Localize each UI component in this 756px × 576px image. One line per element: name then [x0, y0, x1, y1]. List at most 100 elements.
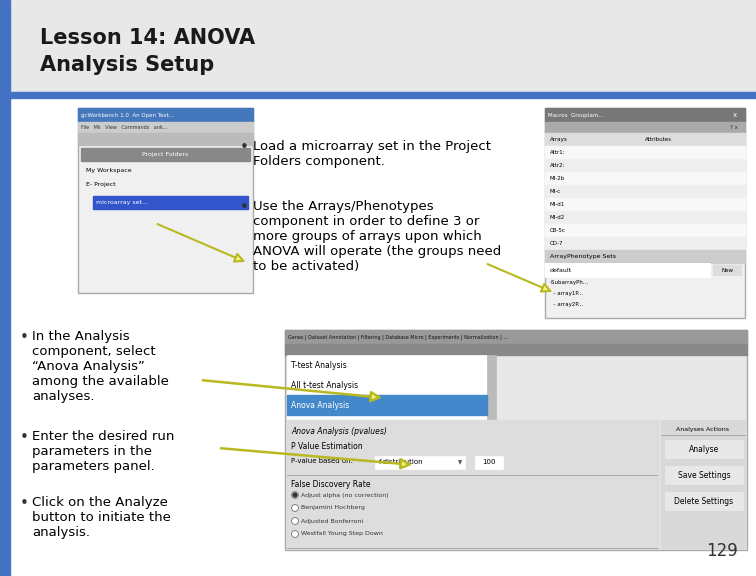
Bar — [545, 108, 745, 318]
Text: “Anova Analysis”: “Anova Analysis” — [32, 360, 145, 373]
Text: to be activated): to be activated) — [253, 260, 359, 273]
Text: Anova Analysis (pvalues): Anova Analysis (pvalues) — [291, 427, 387, 436]
Text: parameters in the: parameters in the — [32, 445, 152, 458]
Bar — [545, 237, 745, 250]
Text: Attr1:: Attr1: — [550, 150, 565, 155]
Circle shape — [292, 530, 299, 537]
Text: P-value based on:: P-value based on: — [291, 458, 353, 464]
Text: False Discovery Rate: False Discovery Rate — [291, 480, 370, 489]
Bar — [475, 456, 503, 469]
Bar — [0, 0, 10, 576]
Bar — [287, 420, 659, 548]
Text: MI-d2: MI-d2 — [550, 215, 565, 220]
Text: P Value Estimation: P Value Estimation — [291, 442, 363, 451]
Text: Project Folders: Project Folders — [142, 152, 188, 157]
Text: Macros  GroupIam...: Macros GroupIam... — [548, 112, 603, 118]
Text: Enter the desired run: Enter the desired run — [32, 430, 175, 443]
Text: Genes | Dataset Annotation | Filtering | Database Micro | Experiments | Normaliz: Genes | Dataset Annotation | Filtering |… — [288, 334, 508, 340]
Bar — [487, 355, 496, 420]
Text: microarray set...: microarray set... — [96, 200, 148, 205]
Bar — [81, 148, 250, 161]
Bar — [545, 133, 745, 146]
Circle shape — [292, 505, 299, 511]
Text: Benjamini Hochberg: Benjamini Hochberg — [301, 506, 365, 510]
Bar — [78, 108, 253, 293]
Bar — [545, 172, 745, 185]
Text: among the available: among the available — [32, 375, 169, 388]
Text: ▼: ▼ — [458, 460, 462, 465]
Bar — [545, 211, 745, 224]
Text: New: New — [721, 267, 733, 272]
Bar — [285, 330, 747, 344]
Text: component in order to define 3 or: component in order to define 3 or — [253, 215, 479, 228]
Text: File   Mk   View   Commands   ank...: File Mk View Commands ank... — [81, 125, 167, 130]
Bar — [287, 395, 487, 415]
Bar — [545, 224, 745, 237]
Text: •: • — [20, 496, 29, 511]
Text: Save Settings: Save Settings — [677, 471, 730, 479]
Bar — [285, 344, 747, 355]
Text: MI-d1: MI-d1 — [550, 202, 565, 207]
Text: Analyses Actions: Analyses Actions — [677, 427, 730, 432]
Bar — [10, 98, 756, 576]
Text: parameters panel.: parameters panel. — [32, 460, 155, 473]
Bar — [287, 355, 487, 420]
Text: gcWorkbench 1.0  An Open Text...: gcWorkbench 1.0 An Open Text... — [81, 112, 174, 118]
Text: -SubarrayPh...: -SubarrayPh... — [550, 280, 589, 285]
Text: Load a microarray set in the Project: Load a microarray set in the Project — [253, 140, 491, 153]
Text: Westfall Young Step Down: Westfall Young Step Down — [301, 532, 383, 536]
Text: Arrays: Arrays — [550, 137, 568, 142]
Bar — [545, 263, 710, 277]
Text: Use the Arrays/Phenotypes: Use the Arrays/Phenotypes — [253, 200, 434, 213]
Text: Analyse: Analyse — [689, 445, 719, 453]
Text: Attr2:: Attr2: — [550, 163, 565, 168]
Circle shape — [292, 491, 299, 498]
Text: analysis.: analysis. — [32, 526, 90, 539]
Circle shape — [292, 517, 299, 525]
Text: In the Analysis: In the Analysis — [32, 330, 129, 343]
Text: •: • — [240, 140, 249, 155]
Text: ANOVA will operate (the groups need: ANOVA will operate (the groups need — [253, 245, 501, 258]
Text: All t-test Analysis: All t-test Analysis — [291, 381, 358, 389]
Bar — [713, 265, 741, 275]
Text: E- Project: E- Project — [86, 182, 116, 187]
Text: CD-7: CD-7 — [550, 241, 563, 246]
Text: Lesson 14: ANOVA: Lesson 14: ANOVA — [40, 28, 255, 48]
Text: more groups of arrays upon which: more groups of arrays upon which — [253, 230, 482, 243]
Bar — [545, 250, 745, 263]
Text: My Workspace: My Workspace — [86, 168, 132, 173]
Bar — [545, 185, 745, 198]
Text: Folders component.: Folders component. — [253, 155, 385, 168]
Text: - array1P...: - array1P... — [550, 291, 583, 296]
Text: component, select: component, select — [32, 345, 156, 358]
Text: - array2P...: - array2P... — [550, 302, 583, 307]
Bar — [78, 108, 253, 122]
Text: T-test Analysis: T-test Analysis — [291, 361, 347, 369]
Bar — [78, 122, 253, 133]
Text: •: • — [240, 200, 249, 215]
Bar — [545, 159, 745, 172]
Bar — [545, 122, 745, 133]
Text: ArrayPhenotype Sets: ArrayPhenotype Sets — [550, 254, 616, 259]
Circle shape — [293, 493, 297, 497]
Bar — [665, 440, 743, 458]
Text: Anova Analysis: Anova Analysis — [291, 400, 349, 410]
Text: CB-5c: CB-5c — [550, 228, 566, 233]
Text: analyses.: analyses. — [32, 390, 94, 403]
Text: MI-c: MI-c — [550, 189, 561, 194]
Text: Delete Settings: Delete Settings — [674, 497, 733, 506]
Text: 100: 100 — [482, 460, 496, 465]
Bar — [0, 0, 756, 92]
Text: Adjust alpha (no correction): Adjust alpha (no correction) — [301, 492, 389, 498]
Bar — [545, 146, 745, 159]
Text: f-distribution: f-distribution — [379, 460, 423, 465]
Bar — [93, 196, 248, 209]
Bar — [545, 198, 745, 211]
Text: Analysis Setup: Analysis Setup — [40, 55, 214, 75]
Bar — [375, 456, 465, 469]
Text: x: x — [733, 112, 737, 118]
Text: ? x: ? x — [730, 125, 738, 130]
Bar — [285, 330, 747, 550]
Bar — [545, 108, 745, 122]
Bar — [665, 492, 743, 510]
